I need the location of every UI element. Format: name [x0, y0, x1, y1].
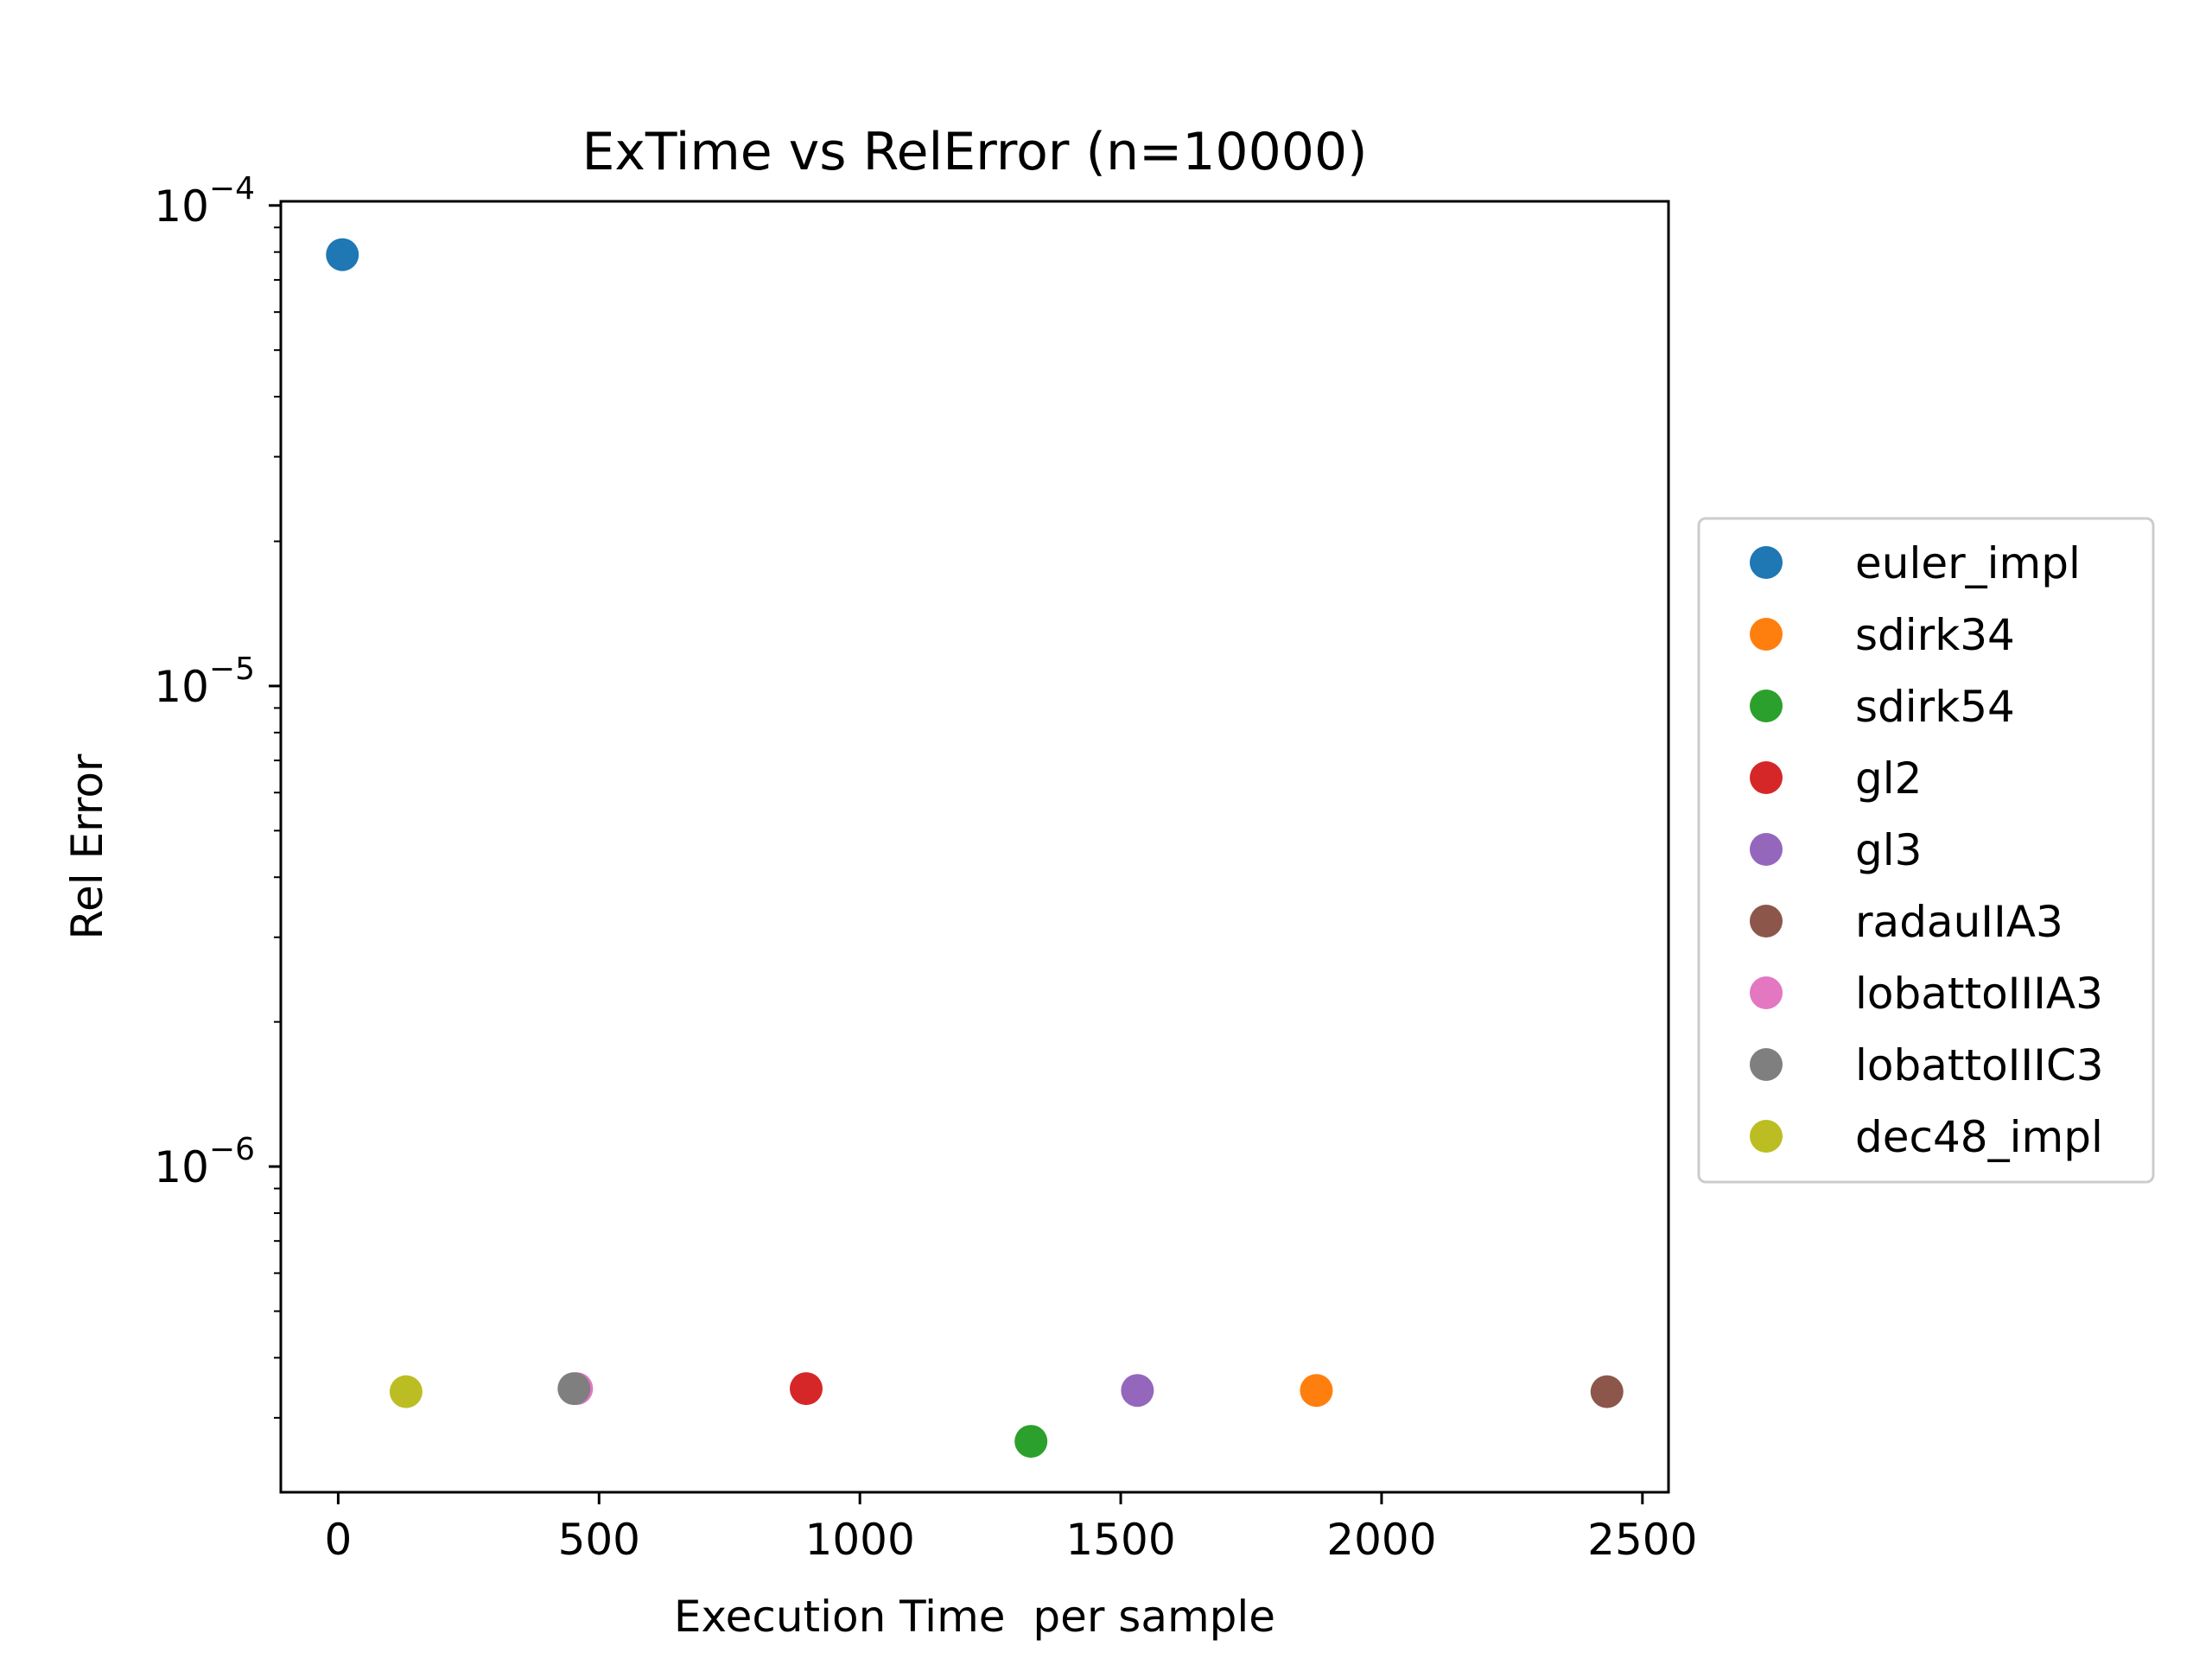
legend-label: lobattoIIIC3	[1855, 1040, 2104, 1090]
data-point-dec48_impl	[389, 1375, 423, 1408]
x-tick-label: 0	[325, 1515, 353, 1565]
legend-marker	[1750, 690, 1783, 722]
legend-marker	[1750, 546, 1783, 579]
x-tick-label: 2500	[1587, 1515, 1697, 1565]
chart-title: ExTime vs RelError (n=10000)	[582, 122, 1367, 182]
legend-marker	[1750, 761, 1783, 794]
legend-label: euler_impl	[1855, 538, 2081, 588]
x-tick-label: 1000	[805, 1515, 915, 1565]
plot-points	[326, 238, 1624, 1459]
x-axis: 0 500 1000 1500 2000 2500	[325, 1492, 1697, 1565]
legend: euler_impl sdirk34 sdirk54 gl2 gl3 radauIIA3 l…	[1697, 517, 2155, 1184]
y-axis: 10−6 10−5 10−4	[154, 171, 281, 1419]
legend-label: sdirk34	[1855, 610, 2015, 660]
data-point-gl3	[1121, 1374, 1154, 1408]
legend-marker	[1750, 905, 1783, 938]
data-point-sdirk54	[1014, 1425, 1048, 1459]
y-tick-label: 10−4	[154, 171, 255, 232]
y-axis-label: Rel Error	[62, 753, 112, 939]
legend-label: gl2	[1855, 753, 1922, 804]
data-point-lobattoIIIC3	[557, 1372, 591, 1406]
plot-frame	[279, 200, 1670, 1494]
x-axis-label: Execution Time per sample	[674, 1592, 1275, 1642]
legend-label: dec48_impl	[1855, 1112, 2103, 1162]
legend-marker	[1750, 976, 1783, 1009]
data-point-gl2	[789, 1372, 823, 1406]
x-tick-label: 2000	[1326, 1515, 1436, 1565]
legend-marker	[1750, 618, 1783, 651]
legend-marker	[1750, 1120, 1783, 1153]
x-tick-label: 1500	[1065, 1515, 1175, 1565]
legend-label: gl3	[1855, 825, 1922, 875]
legend-marker	[1750, 833, 1783, 866]
legend-box	[1697, 517, 2155, 1184]
legend-marker	[1750, 1048, 1783, 1081]
legend-label: sdirk54	[1855, 682, 2015, 732]
x-tick-label: 500	[558, 1515, 640, 1565]
data-point-radauIIA3	[1590, 1375, 1624, 1408]
y-tick-label: 10−5	[154, 652, 255, 712]
y-tick-label: 10−6	[154, 1132, 255, 1192]
legend-label: radauIIA3	[1855, 897, 2063, 947]
legend-label: lobattoIIIA3	[1855, 969, 2103, 1019]
data-point-sdirk34	[1300, 1374, 1333, 1408]
data-point-euler_impl	[326, 238, 359, 271]
